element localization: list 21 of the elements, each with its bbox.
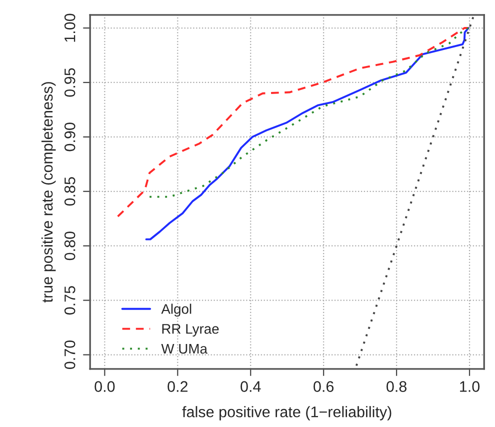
y-tick-label: 0.90 — [64, 122, 76, 152]
line-series — [145, 27, 470, 240]
y-tick-label: 0.80 — [64, 232, 76, 260]
x-tick-label: 0.0 — [94, 381, 115, 392]
x-axis-title: false positive rate (1−reliability) — [182, 406, 392, 420]
x-tick-label: 0.4 — [240, 381, 261, 392]
y-axis-title: true positive rate (completeness) — [41, 82, 56, 303]
x-tick-label: 0.2 — [168, 381, 188, 392]
y-tick-label: 1.00 — [64, 14, 76, 42]
x-tick-label: 0.8 — [386, 381, 407, 392]
y-tick-label: 0.95 — [64, 68, 76, 97]
legend-label: RR Lyrae — [162, 324, 219, 337]
x-tick-label: 0.6 — [314, 381, 334, 392]
line-series — [148, 27, 470, 198]
legend-label: W UMa — [161, 344, 208, 354]
legend-label: Algol — [161, 304, 192, 317]
x-tick-label: 1.0 — [460, 381, 480, 392]
line-series — [116, 27, 470, 218]
y-tick-label: 0.70 — [64, 340, 76, 370]
y-tick-label: 0.85 — [64, 177, 76, 206]
y-tick-label: 0.75 — [64, 286, 76, 315]
